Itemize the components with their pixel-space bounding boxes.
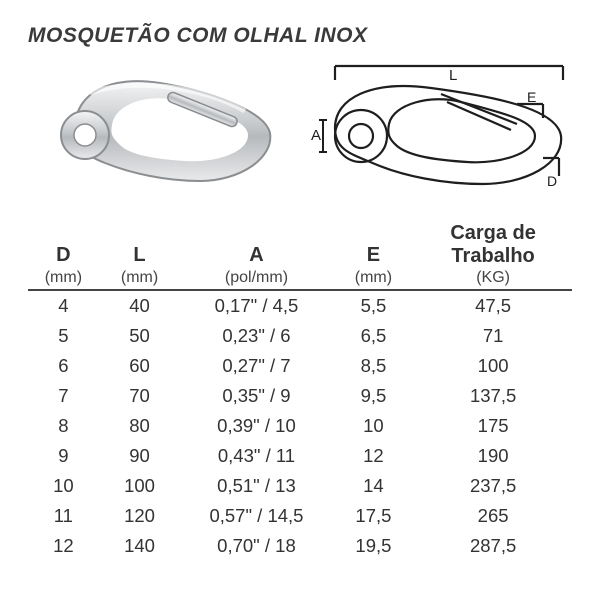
table-cell: 19,5 [333,531,415,561]
col-header-A: A [180,244,332,267]
dim-label-L: L [449,67,457,84]
table-cell: 9 [28,441,99,471]
table-cell: 6 [28,351,99,381]
col-header-D: D [28,244,99,267]
table-cell: 0,35" / 9 [180,381,332,411]
table-cell: 50 [99,321,181,351]
table-cell: 287,5 [414,531,572,561]
table-cell: 100 [414,351,572,381]
table-row: 121400,70" / 1819,5287,5 [28,531,572,561]
table-cell: 100 [99,471,181,501]
col-header-carga-top: Carga de [414,222,572,244]
table-cell: 90 [99,441,181,471]
table-cell: 9,5 [333,381,415,411]
figure-row: L A E D [28,58,572,198]
table-cell: 5 [28,321,99,351]
table-cell: 8 [28,411,99,441]
table-cell: 140 [99,531,181,561]
table-row: 5500,23" / 66,571 [28,321,572,351]
table-cell: 11 [28,501,99,531]
table-cell: 237,5 [414,471,572,501]
col-header-carga-bot: Trabalho [414,244,572,267]
table-cell: 265 [414,501,572,531]
table-cell: 6,5 [333,321,415,351]
table-row: 8800,39" / 1010175 [28,411,572,441]
table-cell: 70 [99,381,181,411]
col-unit-carga: (KG) [414,267,572,290]
table-cell: 71 [414,321,572,351]
page-title: MOSQUETÃO COM OLHAL INOX [28,24,572,48]
table-row: 9900,43" / 1112190 [28,441,572,471]
spec-table: Carga de D L A E Trabalho (mm) (mm) (pol… [28,222,572,561]
dimension-diagram: L A E D [309,58,572,198]
table-cell: 0,27" / 7 [180,351,332,381]
table-cell: 5,5 [333,290,415,321]
table-cell: 10 [28,471,99,501]
table-cell: 0,39" / 10 [180,411,332,441]
col-header-L: L [99,244,181,267]
product-photo [28,63,291,193]
table-cell: 10 [333,411,415,441]
table-cell: 7 [28,381,99,411]
spec-table-body: 4400,17" / 4,55,547,55500,23" / 66,57166… [28,290,572,561]
table-cell: 47,5 [414,290,572,321]
table-cell: 0,70" / 18 [180,531,332,561]
dim-label-A: A [311,127,321,144]
table-cell: 40 [99,290,181,321]
table-cell: 17,5 [333,501,415,531]
table-cell: 80 [99,411,181,441]
table-cell: 0,51" / 13 [180,471,332,501]
col-header-E: E [333,244,415,267]
table-cell: 12 [333,441,415,471]
table-cell: 8,5 [333,351,415,381]
dim-label-E: E [527,89,536,105]
table-cell: 60 [99,351,181,381]
table-cell: 120 [99,501,181,531]
table-cell: 0,43" / 11 [180,441,332,471]
table-row: 7700,35" / 99,5137,5 [28,381,572,411]
table-cell: 14 [333,471,415,501]
col-unit-D: (mm) [28,267,99,290]
table-cell: 0,57" / 14,5 [180,501,332,531]
table-cell: 0,23" / 6 [180,321,332,351]
col-unit-L: (mm) [99,267,181,290]
dim-label-D: D [547,173,557,189]
col-unit-A: (pol/mm) [180,267,332,290]
table-row: 101000,51" / 1314237,5 [28,471,572,501]
table-cell: 4 [28,290,99,321]
table-cell: 0,17" / 4,5 [180,290,332,321]
table-cell: 175 [414,411,572,441]
table-cell: 12 [28,531,99,561]
table-row: 111200,57" / 14,517,5265 [28,501,572,531]
table-row: 6600,27" / 78,5100 [28,351,572,381]
col-unit-E: (mm) [333,267,415,290]
table-cell: 137,5 [414,381,572,411]
table-row: 4400,17" / 4,55,547,5 [28,290,572,321]
table-cell: 190 [414,441,572,471]
